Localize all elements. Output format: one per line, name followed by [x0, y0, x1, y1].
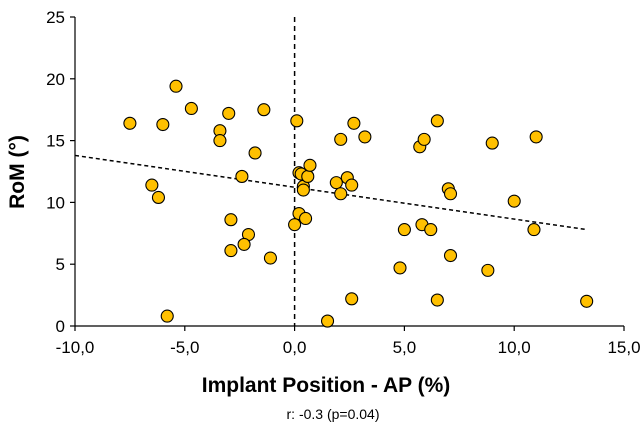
x-tick-label: 0,0	[283, 338, 307, 357]
data-point	[334, 132, 348, 146]
trendline-path	[74, 154, 587, 231]
x-axis-title: Implant Position - AP (%)	[202, 374, 451, 397]
data-point	[248, 146, 262, 160]
data-point	[145, 178, 159, 192]
data-point	[151, 190, 165, 205]
axes	[70, 16, 625, 331]
data-point	[296, 183, 310, 197]
data-point	[358, 130, 372, 144]
data-point	[222, 106, 236, 120]
data-point	[320, 314, 335, 328]
correlation-footnote: r: -0.3 (p=0.04)	[287, 406, 380, 422]
data-point	[443, 248, 458, 263]
x-tick-label: 10,0	[498, 338, 531, 357]
data-point	[347, 116, 361, 130]
x-tick-label: 5,0	[393, 338, 417, 357]
data-point	[235, 169, 249, 183]
data-point	[430, 114, 444, 128]
data-point	[156, 117, 170, 132]
data-point	[224, 213, 238, 227]
y-tick-label: 25	[46, 8, 65, 27]
y-tick-label: 20	[46, 70, 65, 89]
data-point	[443, 187, 458, 201]
data-point	[485, 136, 499, 150]
trendline	[74, 154, 587, 231]
data-point	[397, 223, 411, 237]
data-point	[424, 223, 438, 237]
x-tick-labels: -10,0 -5,0 0,0 5,0 10,0 15,0	[56, 338, 641, 357]
data-point	[184, 101, 198, 116]
data-point	[299, 211, 313, 226]
y-tick-label: 0	[56, 317, 65, 336]
data-point	[430, 293, 444, 307]
x-tick-label: -10,0	[56, 338, 95, 357]
data-point	[329, 176, 343, 190]
y-tick-label: 10	[46, 193, 65, 212]
data-point	[257, 103, 271, 117]
x-tick-label: 15,0	[607, 338, 640, 357]
data-point	[580, 294, 594, 308]
y-axis-title: RoM (°)	[6, 135, 29, 209]
y-tick-label: 15	[46, 132, 65, 151]
data-point	[527, 223, 541, 237]
data-point	[263, 251, 277, 265]
data-point	[160, 309, 174, 323]
data-point	[288, 218, 302, 232]
data-point	[290, 114, 304, 128]
data-points	[123, 79, 594, 328]
y-tick-label: 5	[56, 255, 65, 274]
data-point	[481, 263, 495, 277]
data-point	[345, 178, 359, 192]
data-point	[301, 169, 315, 183]
data-point	[529, 130, 543, 144]
data-point	[417, 132, 431, 146]
data-point	[393, 261, 407, 275]
y-tick-labels: 0 5 10 15 20 25	[46, 8, 65, 336]
data-point	[224, 244, 238, 258]
data-point	[213, 134, 227, 148]
data-point	[507, 194, 521, 208]
data-point	[123, 116, 137, 130]
data-point	[169, 79, 183, 93]
data-point	[345, 292, 359, 306]
data-point	[334, 187, 348, 201]
x-tick-label: -5,0	[170, 338, 199, 357]
data-point	[303, 158, 317, 172]
data-point	[237, 237, 251, 251]
